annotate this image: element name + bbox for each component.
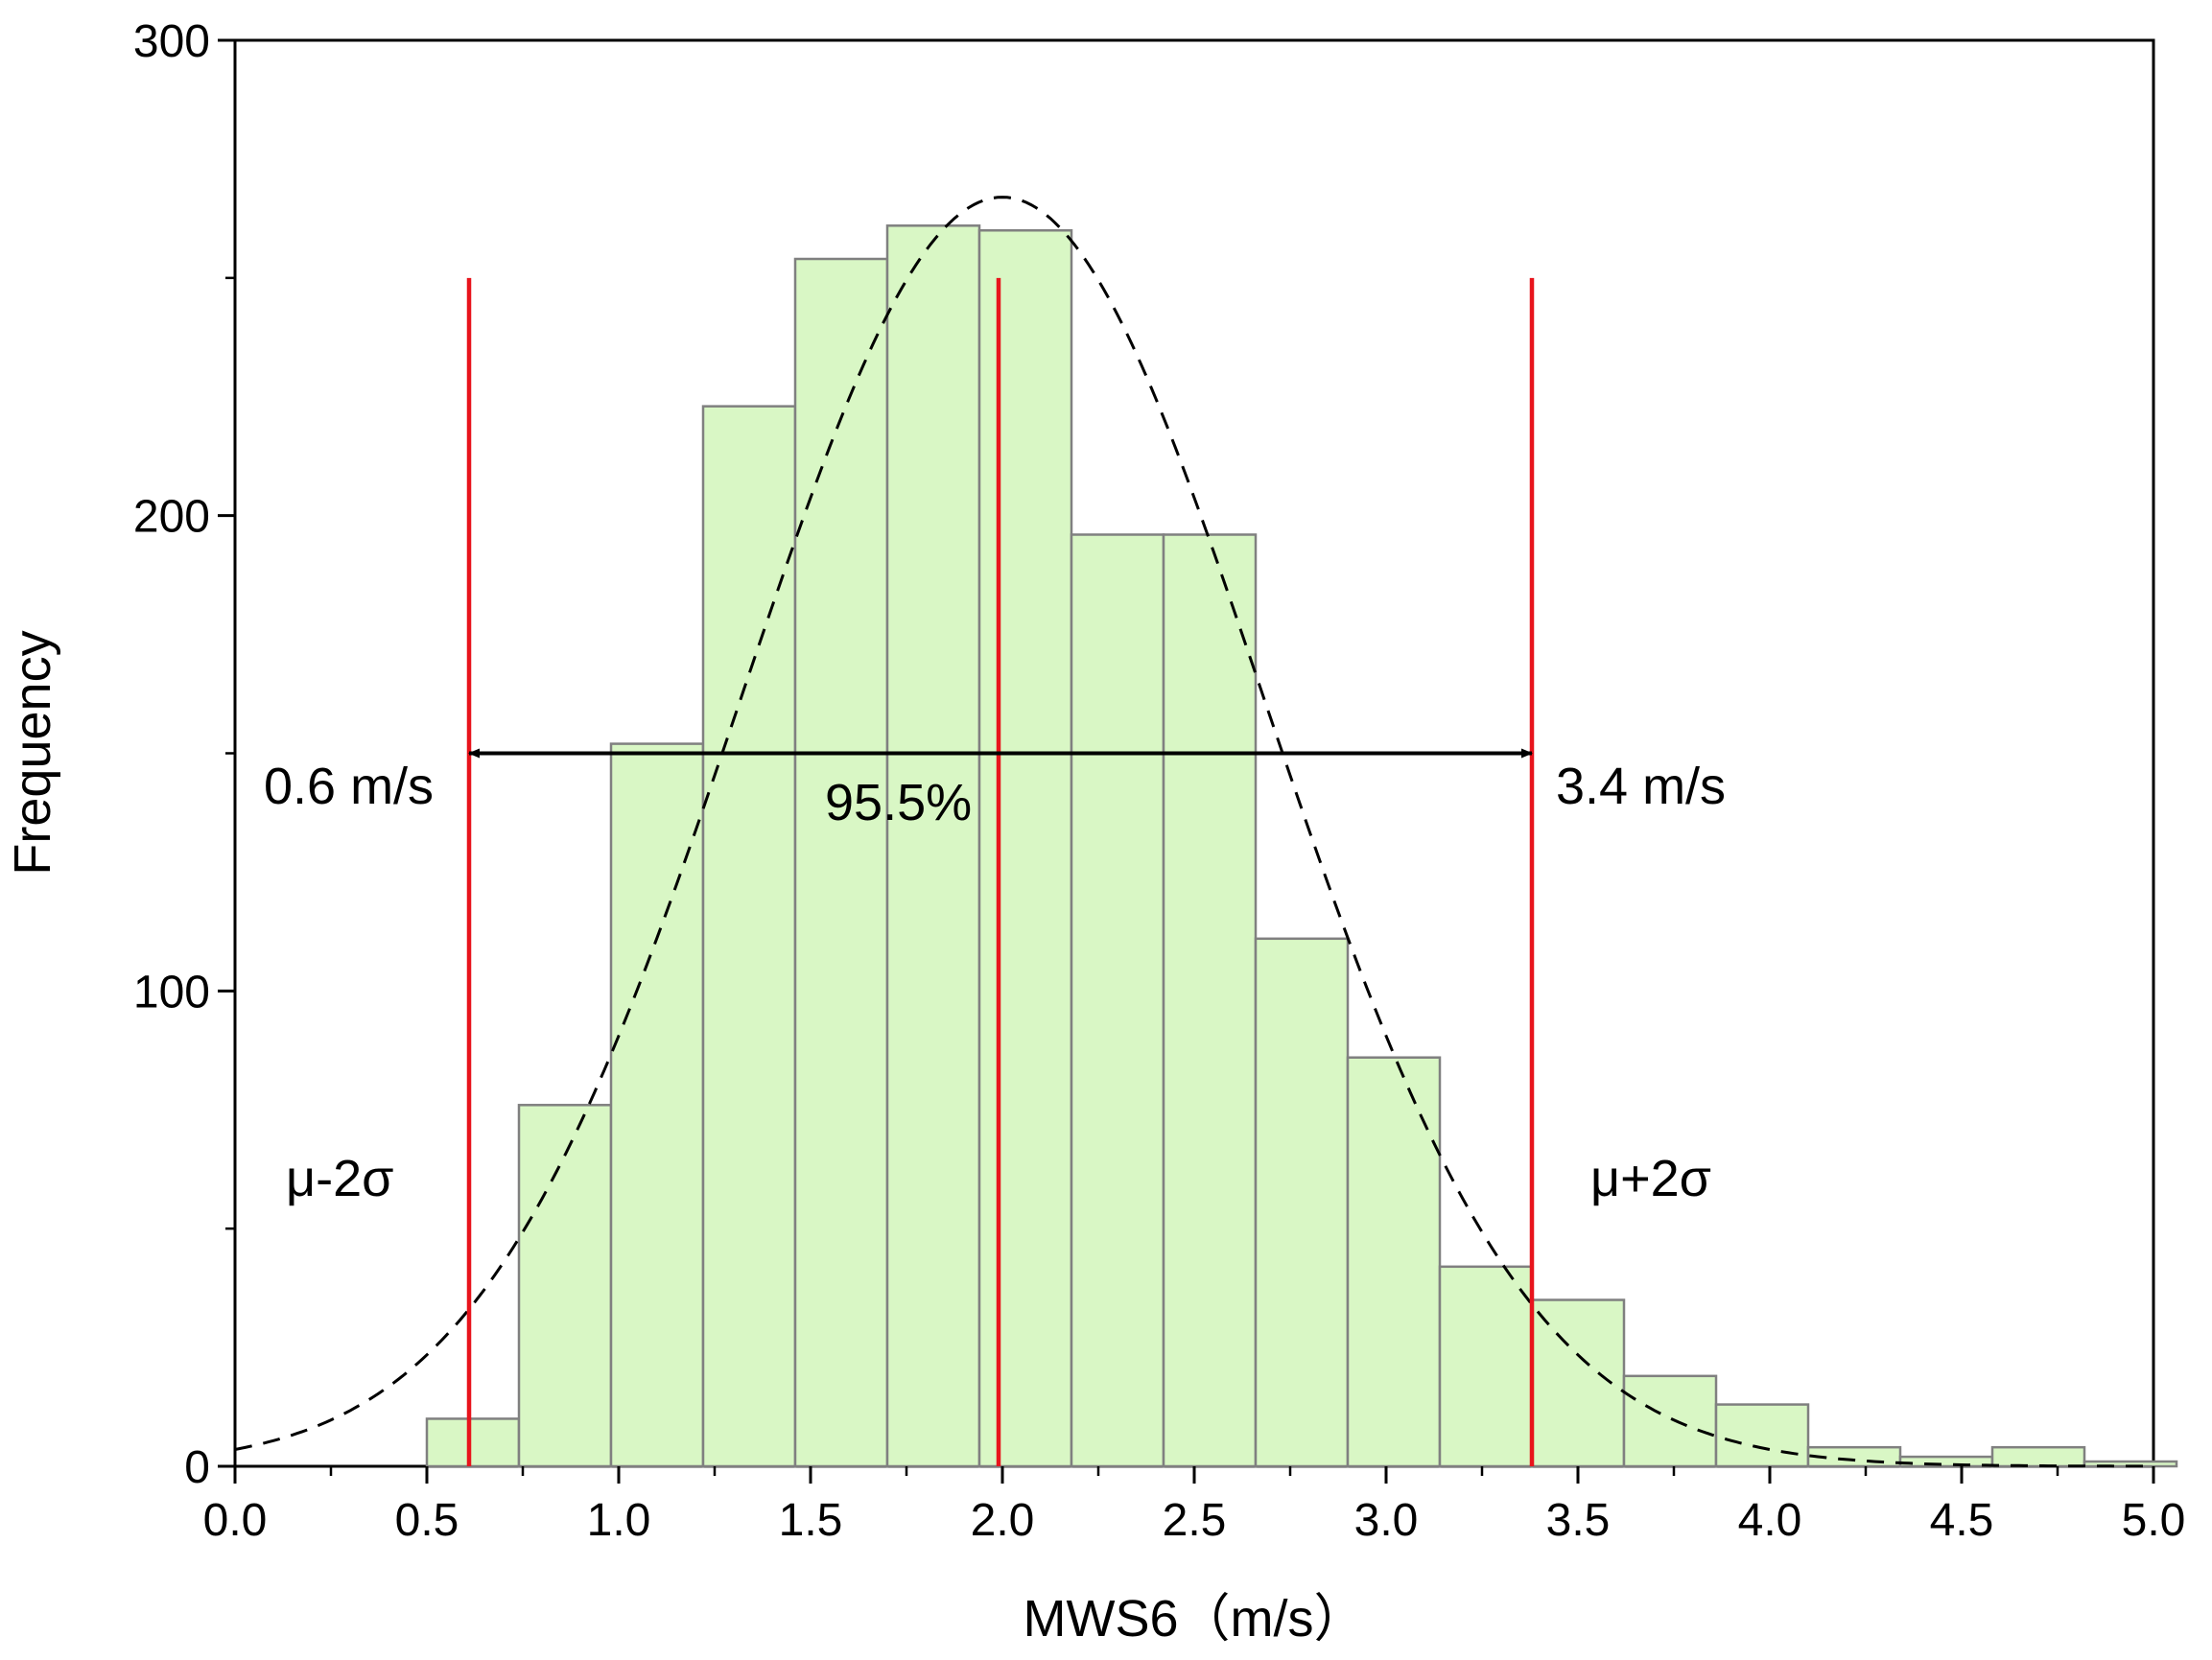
normal-curve [234,196,2153,1468]
x-axis-title: MWS6（m/s） [1024,1590,1366,1648]
histogram-bar-1 [517,1104,613,1468]
normal-curve-layer [234,196,2153,1468]
left-sigma-label: μ-2σ [286,1150,393,1207]
y-tick-label-2: 200 [133,492,210,543]
x-tick-label-1: 0.5 [395,1495,459,1546]
y-axis-title: Frequency [4,630,61,875]
x-tick-label-9: 4.5 [1930,1495,1994,1546]
x-tick-label-4: 2.0 [971,1495,1035,1546]
left-value-label: 0.6 m/s [264,758,434,815]
histogram-bar-10 [1346,1056,1442,1468]
x-tick-label-7: 3.5 [1546,1495,1611,1546]
histogram-bar-2 [609,742,705,1468]
x-tick-label-0: 0.0 [203,1495,268,1546]
histogram-bar-0 [425,1417,521,1468]
histogram-bar-5 [885,224,981,1468]
histogram-bar-16 [1898,1455,1994,1468]
axes: 0.0 0.5 1.0 1.5 2.0 2.5 3.0 3.5 4.0 4.5 5.0 0 100 200… [133,16,2185,1546]
histogram-bar-7 [1070,533,1165,1468]
histogram-bar-14 [1714,1403,1810,1468]
x-tick-label-10: 5.0 [2122,1495,2186,1546]
histogram-bar-11 [1438,1265,1534,1468]
y-tick-label-1: 100 [133,967,210,1017]
right-sigma-label: μ+2σ [1590,1150,1711,1207]
sigma-lines [466,277,1535,1466]
histogram-bar-3 [701,405,797,1468]
histogram-bar-13 [1622,1374,1718,1468]
histogram-bars [425,224,2178,1468]
y-tick-label-3: 300 [133,16,210,67]
x-tick-label-2: 1.0 [587,1495,651,1546]
histogram-bar-17 [1990,1445,2086,1468]
histogram-bar-4 [793,257,889,1468]
x-tick-label-6: 3.0 [1354,1495,1419,1546]
histogram-bar-12 [1530,1298,1626,1468]
right-value-label: 3.4 m/s [1556,758,1726,815]
y-tick-label-0: 0 [184,1442,210,1493]
percent-label: 95.5% [825,774,972,831]
histogram-bar-6 [977,229,1073,1468]
x-tick-label-3: 1.5 [779,1495,843,1546]
histogram-bar-8 [1162,533,1258,1468]
x-tick-label-8: 4.0 [1738,1495,1802,1546]
histogram-bar-9 [1254,937,1350,1468]
x-tick-label-5: 2.5 [1163,1495,1227,1546]
